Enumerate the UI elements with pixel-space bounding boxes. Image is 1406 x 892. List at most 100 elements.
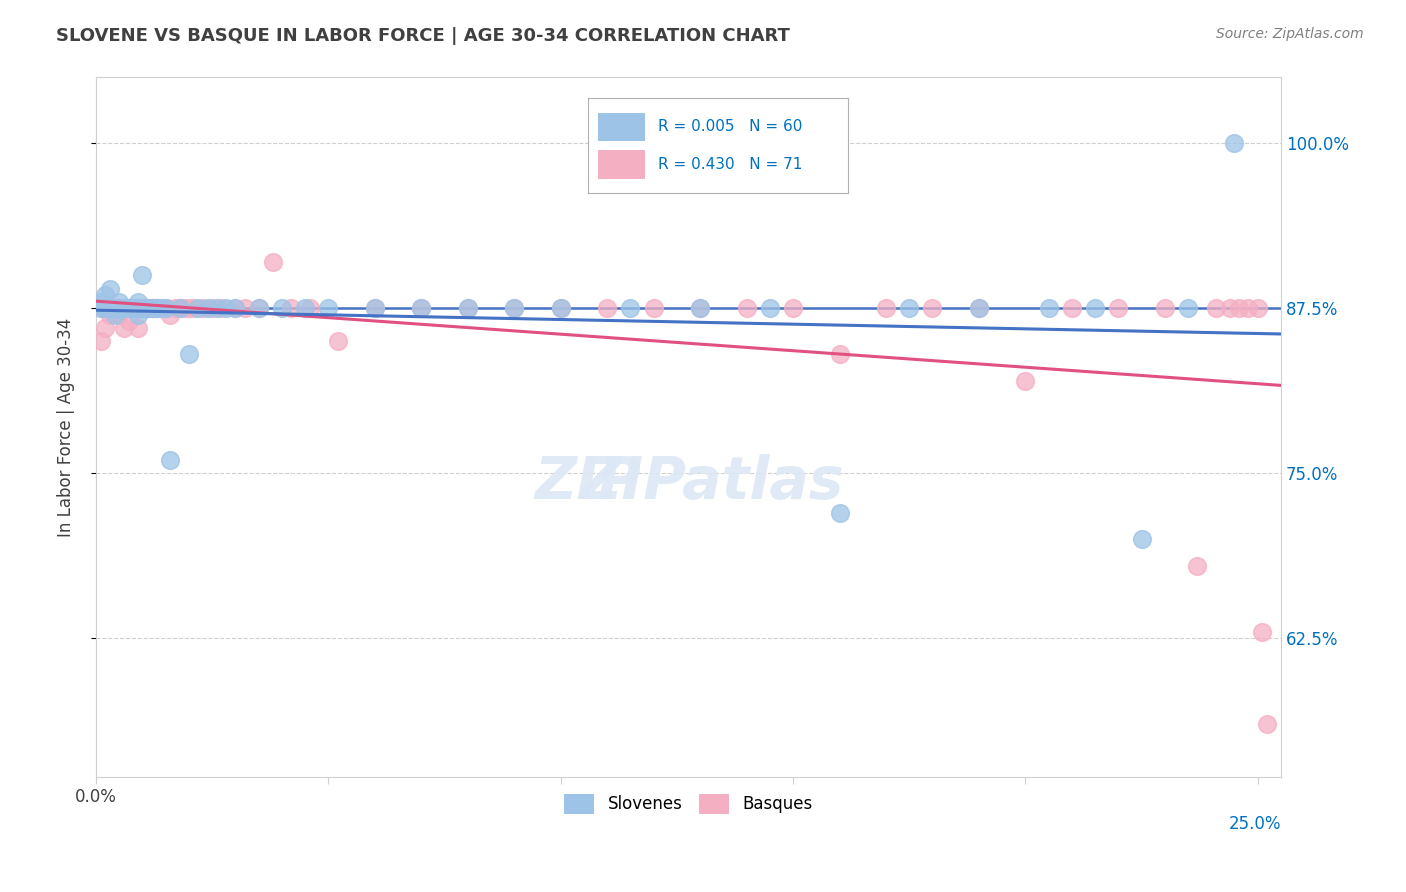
Point (759, 301, 782, 316)
Text: ZIP: ZIP (534, 454, 641, 511)
Point (1251, 624, 1274, 639)
Point (875, 301, 897, 316)
Text: SLOVENE VS BASQUE IN LABOR FORCE | AGE 30-34 CORRELATION CHART: SLOVENE VS BASQUE IN LABOR FORCE | AGE 3… (56, 27, 790, 45)
Point (411, 301, 433, 316)
Point (127, 301, 149, 316)
Point (967, 301, 990, 316)
Point (643, 301, 665, 316)
Point (247, 301, 270, 316)
Point (150, 301, 173, 316)
Point (112, 301, 135, 316)
Point (122, 301, 145, 316)
Point (90, 334, 112, 349)
Point (159, 453, 181, 467)
Point (94, 301, 117, 316)
Point (122, 301, 145, 316)
Point (1227, 301, 1250, 316)
Point (117, 301, 139, 316)
Point (828, 347, 851, 361)
Point (163, 301, 186, 316)
Point (145, 301, 167, 316)
Point (127, 301, 149, 316)
Point (457, 301, 479, 316)
Legend: Slovenes, Basques: Slovenes, Basques (558, 787, 820, 821)
Point (136, 301, 159, 316)
Point (1130, 532, 1153, 546)
Point (898, 301, 921, 316)
Point (141, 301, 163, 316)
Point (1177, 301, 1199, 316)
Point (112, 301, 135, 316)
Point (1153, 301, 1175, 316)
Point (117, 301, 139, 316)
Point (131, 301, 153, 316)
Point (98, 308, 121, 322)
Point (782, 301, 804, 316)
Point (224, 301, 246, 316)
Point (596, 301, 619, 316)
Point (173, 301, 195, 316)
Point (1084, 301, 1107, 316)
Point (1247, 301, 1270, 316)
Point (117, 314, 139, 328)
Point (141, 301, 163, 316)
Point (1187, 558, 1209, 573)
Point (177, 347, 200, 361)
Point (211, 301, 233, 316)
Point (90, 301, 112, 316)
Point (155, 301, 177, 316)
Point (294, 301, 316, 316)
Point (108, 301, 131, 316)
Point (550, 301, 572, 316)
Point (108, 301, 131, 316)
Point (1014, 374, 1036, 388)
Point (503, 301, 526, 316)
Point (122, 301, 145, 316)
Point (364, 301, 387, 316)
Point (131, 301, 153, 316)
Point (94, 301, 117, 316)
Point (224, 301, 246, 316)
Point (1107, 301, 1129, 316)
Point (112, 301, 135, 316)
Point (1219, 301, 1241, 316)
Point (112, 321, 135, 335)
Point (104, 301, 127, 316)
Point (136, 301, 159, 316)
Y-axis label: In Labor Force | Age 30-34: In Labor Force | Age 30-34 (58, 318, 75, 537)
Point (1223, 136, 1246, 151)
Point (550, 301, 572, 316)
Point (131, 268, 153, 283)
Point (94, 321, 117, 335)
Point (1060, 301, 1083, 316)
Point (150, 301, 173, 316)
Point (197, 301, 219, 316)
Point (136, 301, 159, 316)
Point (136, 301, 159, 316)
Point (117, 301, 139, 316)
Point (262, 255, 284, 269)
Point (457, 301, 479, 316)
Point (98, 301, 121, 316)
Point (270, 301, 292, 316)
Point (169, 301, 191, 316)
Point (98, 301, 121, 316)
Point (177, 301, 200, 316)
Point (90, 301, 112, 316)
Point (98, 301, 121, 316)
Point (187, 301, 209, 316)
Point (233, 301, 256, 316)
Point (112, 301, 135, 316)
Point (735, 301, 758, 316)
Point (155, 301, 177, 316)
Text: ZIPatlas: ZIPatlas (579, 454, 845, 511)
Point (298, 301, 321, 316)
Point (127, 294, 149, 309)
Point (108, 308, 131, 322)
Point (326, 334, 349, 349)
Point (127, 308, 149, 322)
Point (205, 301, 228, 316)
Point (145, 301, 167, 316)
Point (108, 294, 131, 309)
Point (131, 301, 153, 316)
